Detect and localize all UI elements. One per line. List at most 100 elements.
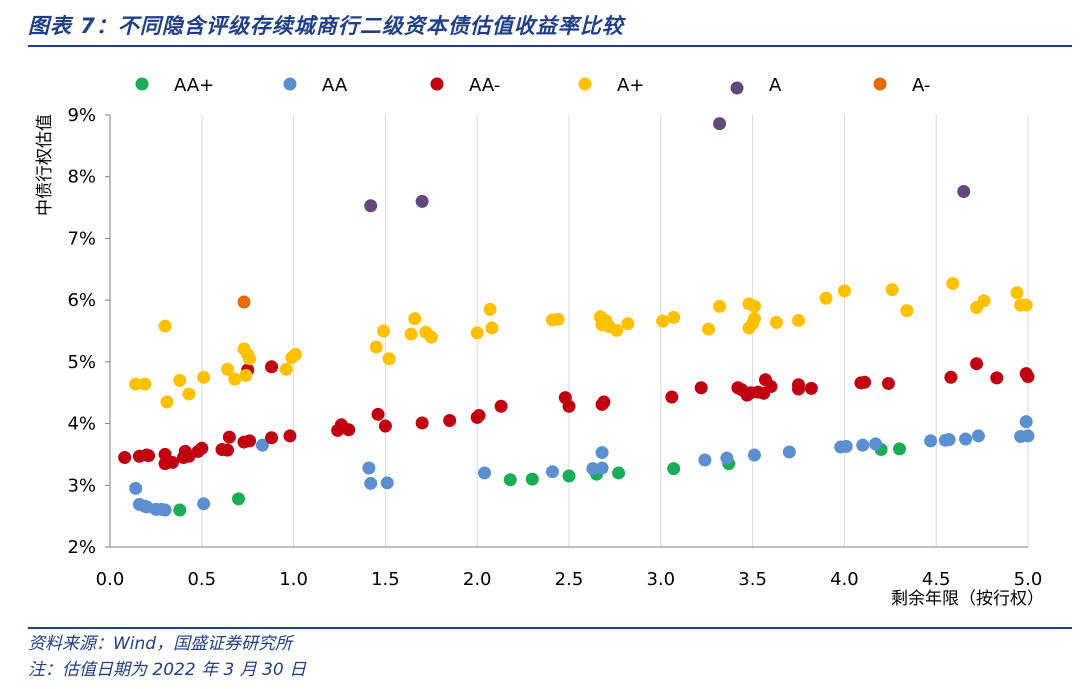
legend-label: A- xyxy=(912,75,930,96)
data-point-aaminus xyxy=(221,443,235,457)
legend-marker xyxy=(873,77,887,91)
data-point-aplus xyxy=(221,362,235,376)
y-tick-labels: 2% 3% 4% 5% 6% 7% 8% 9% xyxy=(67,105,96,558)
data-point-aplus xyxy=(228,372,242,386)
data-point-aaminus xyxy=(265,360,279,374)
data-point-aa xyxy=(380,476,394,490)
data-point-aplus xyxy=(424,330,438,344)
figure-title: 图表 7：不同隐含评级存续城商行二级资本债估值收益率比较 xyxy=(28,14,624,38)
data-point-aaminus xyxy=(265,431,279,445)
data-point-aaplus xyxy=(232,492,246,506)
data-point-aaminus xyxy=(443,413,457,427)
data-point-aa xyxy=(478,466,492,480)
data-point-aplus xyxy=(946,276,960,290)
data-point-aplus xyxy=(1010,286,1024,300)
data-point-aaminus xyxy=(804,381,818,395)
data-point-aplus xyxy=(977,294,991,308)
y-tick-label: 3% xyxy=(67,475,96,496)
data-point-aplus xyxy=(239,368,253,382)
data-point-aaminus xyxy=(944,370,958,384)
data-point-aaminus xyxy=(415,416,429,430)
data-point-aa xyxy=(924,434,938,448)
data-point-aplus xyxy=(408,312,422,326)
data-point-aa xyxy=(747,448,761,462)
data-point-aplus xyxy=(138,377,152,391)
data-point-aaminus xyxy=(472,409,486,423)
data-point-aa xyxy=(595,461,609,475)
data-point-aplus xyxy=(621,317,635,331)
footer-divider xyxy=(28,627,1072,629)
y-axis-label: 中债行权估值 xyxy=(35,114,55,216)
data-point-aplus xyxy=(610,323,624,337)
legend-label: AA xyxy=(322,75,348,96)
data-point-aplus xyxy=(279,362,293,376)
data-point-aaminus xyxy=(243,434,257,448)
data-point-aaplus xyxy=(562,469,576,483)
data-point-aaminus xyxy=(665,390,679,404)
data-point-aaminus xyxy=(118,451,132,465)
x-tick-label: 1.0 xyxy=(279,569,308,590)
legend: AA+ AA AA- A+ A A- xyxy=(135,75,930,96)
data-point-aa xyxy=(362,461,376,475)
data-point-aaminus xyxy=(222,430,236,444)
data-point-aa xyxy=(942,433,956,447)
data-point-aaplus xyxy=(525,472,539,486)
data-point-aa xyxy=(959,432,973,446)
data-point-aplus xyxy=(197,370,211,384)
y-tick-label: 9% xyxy=(67,105,96,126)
x-tick-label: 4.0 xyxy=(830,569,859,590)
data-point-aaminus xyxy=(371,407,385,421)
data-point-aplus xyxy=(173,373,187,387)
data-point-aaplus xyxy=(892,442,906,456)
data-point-aaminus xyxy=(165,455,179,469)
data-point-aplus xyxy=(160,395,174,409)
legend-label: AA- xyxy=(469,75,500,96)
data-point-aplus xyxy=(182,387,196,401)
data-point-aaminus xyxy=(1021,370,1035,384)
legend-label: AA+ xyxy=(174,75,214,96)
data-point-aplus xyxy=(404,327,418,341)
data-point-aa xyxy=(545,465,559,479)
data-point-aa xyxy=(839,439,853,453)
valuation-date-note: 注：估值日期为 2022 年 3 月 30 日 xyxy=(28,660,307,680)
data-point-aplus xyxy=(470,326,484,340)
legend-label: A+ xyxy=(617,75,644,96)
data-point-aa xyxy=(197,497,211,511)
data-point-aaminus xyxy=(342,423,356,437)
data-point-aa xyxy=(698,453,712,467)
data-point-aplus xyxy=(129,377,143,391)
data-point-aa xyxy=(869,437,883,451)
data-point-aplus xyxy=(485,321,499,335)
data-point-aplus xyxy=(747,299,761,313)
x-axis-label: 剩余年限（按行权） xyxy=(891,589,1044,609)
data-point-aplus xyxy=(1019,298,1033,312)
data-point-aplus xyxy=(769,315,783,329)
data-point-aa xyxy=(129,481,143,495)
data-point-aa xyxy=(595,446,609,460)
data-point-aaminus xyxy=(881,376,895,390)
data-point-aplus xyxy=(369,340,383,354)
x-tick-labels: 0.0 0.5 1.0 1.5 2.0 2.5 3.0 3.5 4.0 4.5 5.0 xyxy=(96,569,1043,590)
y-tick-label: 8% xyxy=(67,167,96,188)
x-tick-label: 3.0 xyxy=(646,569,675,590)
x-tick-label: 5.0 xyxy=(1014,569,1043,590)
data-point-aaminus xyxy=(792,378,805,392)
data-point-aaminus xyxy=(562,399,576,413)
data-point-aplus xyxy=(885,283,899,297)
legend-marker xyxy=(430,77,444,91)
data-point-aa xyxy=(364,476,378,490)
data-point-aplus xyxy=(667,310,681,324)
data-point-aplus xyxy=(702,322,716,336)
data-point-aa xyxy=(1021,429,1035,443)
data-point-aaminus xyxy=(694,381,708,395)
data-point-a xyxy=(415,194,429,208)
legend-marker xyxy=(730,81,744,95)
data-point-aplus xyxy=(819,291,833,305)
data-point-a xyxy=(713,117,727,131)
x-tick-label: 0.0 xyxy=(96,569,125,590)
data-point-aaminus xyxy=(283,429,297,443)
data-point-aa xyxy=(1019,415,1033,429)
data-point-aaplus xyxy=(173,503,187,517)
data-point-aminus xyxy=(237,295,251,309)
